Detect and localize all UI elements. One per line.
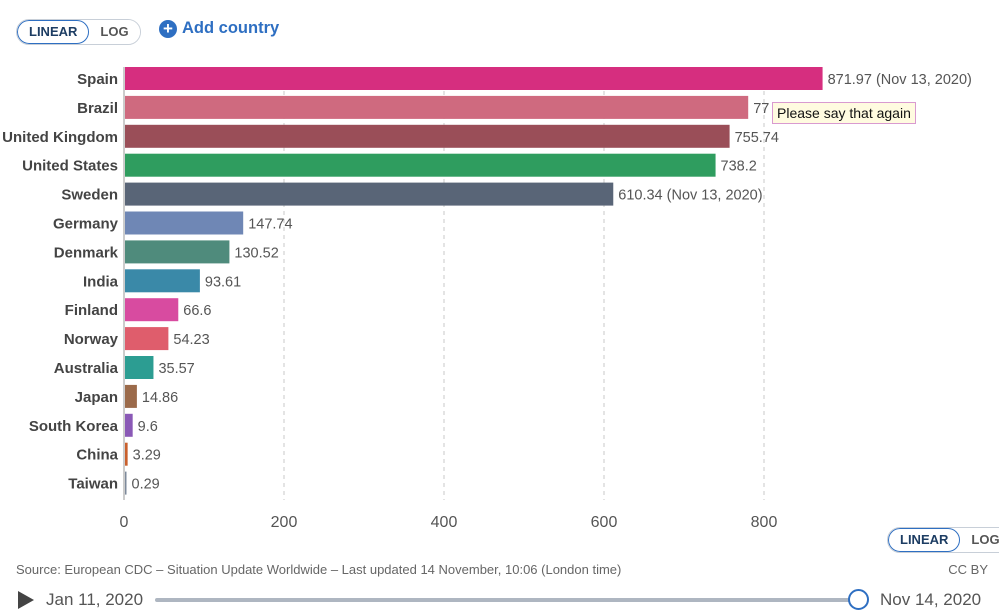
- value-label: 35.57: [158, 361, 194, 377]
- timeline-handle[interactable]: [848, 589, 869, 610]
- category-label: Norway: [64, 331, 119, 348]
- bar: [125, 298, 179, 322]
- category-label: Germany: [53, 216, 119, 233]
- category-label: Taiwan: [68, 476, 118, 493]
- add-country-button[interactable]: + Add country: [159, 19, 279, 38]
- value-label: 871.97 (Nov 13, 2020): [828, 72, 972, 88]
- timeline-track[interactable]: [155, 598, 858, 602]
- timeline-end-date[interactable]: Nov 14, 2020: [880, 590, 982, 609]
- log-scale-button-bottom[interactable]: LOG: [960, 528, 999, 552]
- timeline-start-date[interactable]: Jan 11, 2020: [46, 590, 144, 609]
- value-label: 3.29: [133, 448, 161, 464]
- bar: [125, 356, 154, 379]
- bar: [125, 67, 823, 90]
- category-label: Sweden: [61, 187, 118, 204]
- linear-scale-button-bottom[interactable]: LINEAR: [888, 528, 961, 552]
- value-label: 66.6: [183, 303, 211, 319]
- category-label: Brazil: [77, 100, 118, 117]
- scale-toggle-bottom: LINEAR LOG: [887, 527, 999, 553]
- bar: [125, 327, 169, 351]
- bar: [125, 240, 230, 264]
- log-scale-button[interactable]: LOG: [89, 20, 140, 44]
- bar: [125, 442, 128, 466]
- bar: [125, 471, 127, 495]
- x-tick-label: 600: [591, 514, 618, 531]
- x-tick-label: 0: [120, 514, 129, 531]
- value-label: 9.6: [138, 419, 158, 435]
- value-label: 93.61: [205, 274, 241, 290]
- play-icon[interactable]: [18, 591, 34, 609]
- bar: [125, 182, 614, 206]
- plus-icon: +: [159, 19, 177, 38]
- x-tick-label: 200: [271, 514, 298, 531]
- bar: [125, 384, 137, 408]
- value-label: 738.2: [721, 159, 757, 175]
- timeline: Jan 11, 2020 Nov 14, 2020: [0, 586, 999, 613]
- category-label: Denmark: [54, 244, 119, 261]
- bar: [125, 153, 716, 177]
- category-label: Spain: [77, 71, 118, 88]
- bar: [125, 269, 200, 293]
- category-label: United States: [22, 158, 118, 175]
- value-label: 147.74: [248, 217, 292, 233]
- value-label: 14.86: [142, 390, 178, 406]
- value-label: 0.29: [132, 477, 160, 493]
- x-tick-label: 800: [751, 514, 778, 531]
- linear-scale-button[interactable]: LINEAR: [17, 20, 90, 44]
- category-label: Australia: [54, 360, 119, 377]
- tooltip: Please say that again: [772, 102, 916, 124]
- scale-toggle-top: LINEAR LOG: [16, 19, 141, 45]
- bar: [125, 95, 749, 119]
- value-label: 130.52: [234, 245, 278, 261]
- category-label: South Korea: [29, 418, 119, 435]
- category-label: China: [76, 447, 118, 464]
- value-label: 610.34 (Nov 13, 2020): [618, 188, 762, 204]
- add-country-label: Add country: [182, 19, 280, 37]
- source-note: Source: European CDC – Situation Update …: [16, 562, 622, 577]
- bar: [125, 211, 244, 235]
- x-tick-label: 400: [431, 514, 458, 531]
- category-label: India: [83, 273, 119, 290]
- bar: [125, 413, 133, 437]
- value-label: 54.23: [173, 332, 209, 348]
- bar: [125, 124, 730, 148]
- value-label: 755.74: [735, 130, 779, 146]
- category-label: Japan: [75, 389, 118, 406]
- bar-chart: 0 200 400 600 800 Spain 871.97 (Nov 13, 2020) B…: [2, 67, 972, 531]
- license-link[interactable]: CC BY: [948, 562, 988, 577]
- category-label: United Kingdom: [2, 129, 118, 146]
- value-label: 77: [753, 101, 769, 117]
- category-label: Finland: [65, 302, 118, 319]
